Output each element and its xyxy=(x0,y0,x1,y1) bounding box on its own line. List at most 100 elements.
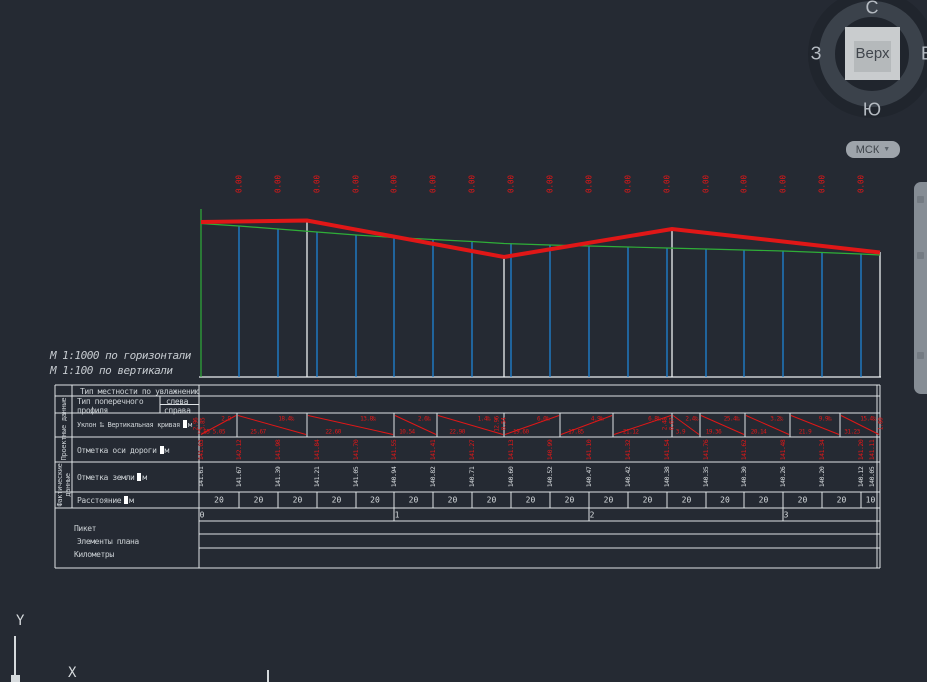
ground-elevation-value[interactable]: 140.05 xyxy=(868,466,876,488)
road-elevation-value[interactable]: 141.20 xyxy=(857,439,865,460)
slope-length-value[interactable]: 31.23 xyxy=(844,428,860,436)
ground-elevation-value[interactable]: 141.05 xyxy=(352,466,360,488)
slope-diagonal[interactable] xyxy=(504,415,560,435)
road-elevation-value[interactable]: 141.10 xyxy=(585,439,593,460)
road-elevation-value[interactable]: 141.27 xyxy=(468,439,476,460)
road-elevation-value[interactable]: 141.13 xyxy=(507,439,515,460)
ordinate-elevation-label[interactable]: 0.00 xyxy=(351,174,361,194)
road-elevation-value[interactable]: 141.62 xyxy=(740,439,748,460)
road-elevation-value[interactable]: 141.84 xyxy=(313,439,321,460)
slope-value[interactable]: 6.0‰ xyxy=(536,415,550,422)
ground-elevation-value[interactable]: 140.26 xyxy=(779,466,787,488)
slope-value[interactable]: 1.4‰ xyxy=(477,415,491,422)
ordinate-elevation-label[interactable]: 0.00 xyxy=(389,174,399,194)
ground-elevation-value[interactable]: 141.61 xyxy=(197,466,205,488)
ordinate-elevation-label[interactable]: 0.00 xyxy=(817,174,827,194)
slope-length-value[interactable]: 3.85 5.05 xyxy=(197,428,226,436)
slope-edge-value[interactable]: 0.67 xyxy=(668,417,676,431)
ordinate-elevation-label[interactable]: 0.00 xyxy=(467,174,477,194)
slope-length-value[interactable]: 21.12 xyxy=(622,428,639,436)
ground-elevation-value[interactable]: 140.35 xyxy=(702,466,710,488)
road-elevation-value[interactable]: 141.54 xyxy=(663,439,671,460)
wheel-west[interactable]: З xyxy=(810,43,822,64)
ground-elevation-value[interactable]: 140.71 xyxy=(468,466,476,488)
slope-length-value[interactable]: 20.14 xyxy=(750,428,767,436)
slope-length-value[interactable]: 19.36 xyxy=(705,428,722,436)
slope-diagonal[interactable] xyxy=(745,415,790,435)
road-elevation-value[interactable]: 141.48 xyxy=(779,439,787,460)
slope-value[interactable]: 9.9‰ xyxy=(818,415,832,422)
distance-cell[interactable]: 20 xyxy=(331,495,342,505)
slope-diagonal[interactable] xyxy=(237,415,307,435)
ordinate-elevation-label[interactable]: 0.00 xyxy=(312,174,322,194)
ground-elevation-value[interactable]: 140.42 xyxy=(624,466,632,488)
slope-edge-value[interactable]: 12.96 xyxy=(493,416,501,432)
slope-diagonal[interactable] xyxy=(200,415,237,435)
coordinate-system-badge[interactable]: МСК ▼ xyxy=(846,141,900,158)
slope-length-value[interactable]: 17.85 xyxy=(568,428,584,436)
slope-edge-value[interactable]: 2.96 xyxy=(192,417,200,431)
distance-cell[interactable]: 20 xyxy=(603,495,614,505)
distance-cell[interactable]: 20 xyxy=(292,495,303,505)
distance-cell[interactable]: 20 xyxy=(486,495,497,505)
slope-value[interactable]: 3.2‰ xyxy=(770,415,783,422)
distance-cell[interactable]: 20 xyxy=(253,495,264,505)
ordinate-elevation-label[interactable]: 0.00 xyxy=(545,174,555,194)
distance-cell[interactable]: 10 xyxy=(865,495,876,505)
road-elevation-value[interactable]: 141.41 xyxy=(429,439,437,460)
distance-cell[interactable]: 20 xyxy=(720,495,730,505)
picket-number[interactable]: 3 xyxy=(783,510,789,519)
slope-value[interactable]: 2.9 xyxy=(221,415,231,422)
ground-elevation-value[interactable]: 141.67 xyxy=(235,466,243,488)
road-elevation-value[interactable]: 141.55 xyxy=(390,439,398,460)
ordinate-elevation-label[interactable]: 0.00 xyxy=(856,174,866,194)
ordinate-elevation-label[interactable]: 0.00 xyxy=(662,174,672,194)
ground-elevation-value[interactable]: 140.47 xyxy=(585,466,593,488)
slope-edge-value[interactable]: 2.48 xyxy=(661,417,669,431)
ground-elevation-value[interactable]: 141.39 xyxy=(274,466,282,488)
slope-value[interactable]: 2.4‰ xyxy=(685,415,698,422)
slope-diagonal[interactable] xyxy=(307,415,394,435)
slope-diagonal[interactable] xyxy=(560,415,613,435)
ordinate-elevation-label[interactable]: 0.00 xyxy=(506,174,516,194)
slope-diagonal[interactable] xyxy=(840,415,880,435)
slope-length-value[interactable]: 22.60 xyxy=(325,428,341,436)
collapsed-panel[interactable] xyxy=(914,182,927,394)
ground-profile-line[interactable] xyxy=(200,222,881,256)
slope-diagonal[interactable] xyxy=(672,415,700,435)
slope-length-value[interactable]: 3.9 xyxy=(675,428,686,436)
design-profile-line[interactable] xyxy=(200,218,881,260)
distance-cell[interactable]: 20 xyxy=(836,495,847,505)
distance-cell[interactable]: 20 xyxy=(370,495,380,505)
slope-value[interactable]: 13.8‰ xyxy=(360,415,376,422)
ordinate-elevation-label[interactable]: 0.00 xyxy=(778,174,788,194)
distance-cell[interactable]: 20 xyxy=(758,495,769,505)
wheel-south[interactable]: Ю xyxy=(862,99,882,120)
road-elevation-value[interactable]: 142.12 xyxy=(235,439,243,460)
slope-value[interactable]: 18.4‰ xyxy=(278,415,294,422)
ordinate-elevation-label[interactable]: 0.00 xyxy=(701,174,711,194)
distance-cell[interactable]: 20 xyxy=(681,495,692,505)
distance-cell[interactable]: 20 xyxy=(525,495,536,505)
slope-length-value[interactable]: 25.67 xyxy=(250,428,266,436)
distance-cell[interactable]: 20 xyxy=(214,495,224,505)
ordinate-elevation-label[interactable]: 0.00 xyxy=(584,174,594,194)
road-elevation-value[interactable]: 141.11 xyxy=(868,439,876,460)
ordinate-elevation-label[interactable]: 0.00 xyxy=(739,174,749,194)
road-elevation-value[interactable]: 140.99 xyxy=(546,439,554,460)
ground-elevation-value[interactable]: 140.82 xyxy=(429,466,437,488)
wheel-east[interactable]: В xyxy=(921,44,927,65)
slope-diagonal[interactable] xyxy=(790,415,840,435)
slope-diagonal[interactable] xyxy=(437,415,504,435)
road-elevation-value[interactable]: 141.76 xyxy=(702,439,710,460)
ordinate-elevation-label[interactable]: 0.00 xyxy=(623,174,633,194)
slope-length-value[interactable]: 10.54 xyxy=(399,428,415,436)
slope-value[interactable]: 4.9‰ xyxy=(590,415,604,422)
ordinate-elevation-label[interactable]: 0.00 xyxy=(428,174,438,194)
slope-diagonal[interactable] xyxy=(394,415,437,435)
slope-diagonal[interactable] xyxy=(613,415,672,435)
road-elevation-value[interactable]: 141.34 xyxy=(818,439,826,460)
distance-cell[interactable]: 20 xyxy=(408,495,419,505)
distance-cell[interactable]: 20 xyxy=(564,495,575,505)
picket-number[interactable]: 2 xyxy=(589,510,595,519)
